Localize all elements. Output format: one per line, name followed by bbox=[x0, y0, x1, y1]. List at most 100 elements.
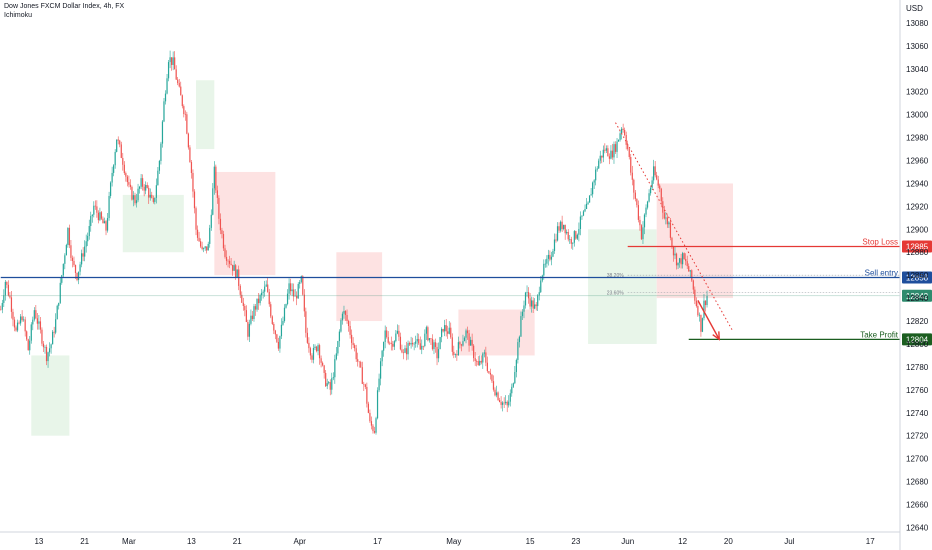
candle bbox=[175, 65, 177, 81]
candle bbox=[703, 293, 705, 321]
candle bbox=[155, 178, 157, 204]
candle bbox=[567, 229, 569, 242]
candle bbox=[366, 382, 368, 408]
candle bbox=[73, 256, 75, 267]
candle bbox=[123, 161, 125, 176]
candle bbox=[233, 260, 235, 271]
candle bbox=[476, 359, 478, 367]
candle bbox=[492, 375, 495, 392]
candle bbox=[198, 231, 200, 242]
candle bbox=[546, 255, 548, 268]
cloud-bearish bbox=[656, 183, 733, 299]
candle bbox=[62, 263, 64, 278]
candle bbox=[12, 308, 14, 327]
candle bbox=[704, 300, 707, 312]
candle bbox=[592, 181, 594, 198]
candle bbox=[19, 314, 22, 326]
candle bbox=[625, 131, 627, 150]
candle bbox=[262, 289, 264, 299]
y-tick-label: 12720 bbox=[906, 432, 929, 441]
candle bbox=[7, 280, 9, 297]
candle bbox=[1, 299, 3, 314]
candle bbox=[643, 213, 646, 235]
candle bbox=[398, 325, 400, 341]
candle bbox=[367, 401, 369, 414]
candle bbox=[9, 292, 11, 299]
candle bbox=[611, 143, 614, 160]
candle bbox=[346, 309, 348, 324]
candle bbox=[341, 311, 344, 325]
candle bbox=[347, 319, 350, 332]
x-tick-label: 15 bbox=[526, 537, 535, 546]
candle bbox=[483, 349, 485, 358]
candle bbox=[451, 333, 453, 356]
candle bbox=[18, 320, 20, 325]
candle bbox=[491, 374, 493, 384]
candle bbox=[511, 383, 513, 397]
candle bbox=[682, 251, 684, 269]
candle bbox=[445, 319, 447, 337]
candle bbox=[604, 143, 606, 154]
candle bbox=[128, 175, 130, 188]
indicator-label: Ichimoku bbox=[4, 12, 33, 19]
candle bbox=[21, 310, 23, 322]
candle bbox=[312, 344, 315, 364]
fib-retracement: 38.20% 23.60% bbox=[607, 273, 900, 296]
candle bbox=[543, 259, 545, 280]
candle bbox=[474, 352, 476, 366]
candle bbox=[462, 334, 464, 347]
x-tick-label: 13 bbox=[187, 537, 196, 546]
candle bbox=[498, 397, 501, 403]
candle bbox=[196, 225, 199, 241]
candle bbox=[149, 188, 151, 201]
candle bbox=[698, 312, 701, 322]
candle bbox=[544, 259, 546, 268]
candle bbox=[88, 219, 90, 240]
candle bbox=[337, 340, 339, 356]
candle bbox=[500, 396, 502, 409]
candle bbox=[108, 191, 110, 221]
candle bbox=[427, 325, 429, 342]
candle bbox=[364, 383, 366, 390]
candle bbox=[636, 198, 638, 208]
candle bbox=[648, 189, 650, 203]
candle bbox=[453, 345, 455, 359]
candle bbox=[76, 272, 78, 282]
candle bbox=[265, 280, 267, 287]
candle bbox=[227, 259, 229, 268]
candle bbox=[529, 293, 531, 310]
candle bbox=[407, 340, 409, 360]
candle bbox=[669, 218, 672, 241]
candle bbox=[181, 94, 183, 109]
candle bbox=[413, 341, 415, 351]
candle bbox=[433, 339, 435, 355]
candle bbox=[55, 313, 57, 335]
candle bbox=[454, 353, 456, 358]
candle bbox=[248, 319, 251, 343]
candle bbox=[613, 141, 615, 164]
candle bbox=[627, 140, 629, 151]
candle bbox=[566, 229, 568, 235]
y-tick-label: 12980 bbox=[906, 134, 929, 143]
candle bbox=[701, 317, 704, 333]
candle bbox=[56, 304, 58, 320]
candle bbox=[355, 344, 357, 363]
candle bbox=[289, 278, 292, 296]
candle bbox=[105, 219, 107, 236]
currency-label: USD bbox=[906, 4, 923, 13]
trend-line bbox=[615, 122, 734, 341]
candle bbox=[99, 207, 101, 222]
candle bbox=[192, 169, 194, 198]
candle bbox=[419, 336, 421, 350]
candle bbox=[564, 224, 566, 240]
candle bbox=[131, 185, 133, 201]
candle bbox=[596, 166, 598, 172]
candle bbox=[230, 258, 232, 266]
candle bbox=[93, 201, 95, 218]
candle bbox=[116, 139, 118, 153]
candle bbox=[79, 261, 81, 276]
cloud-bearish bbox=[214, 171, 276, 276]
candle bbox=[183, 104, 185, 118]
candle bbox=[329, 379, 331, 396]
